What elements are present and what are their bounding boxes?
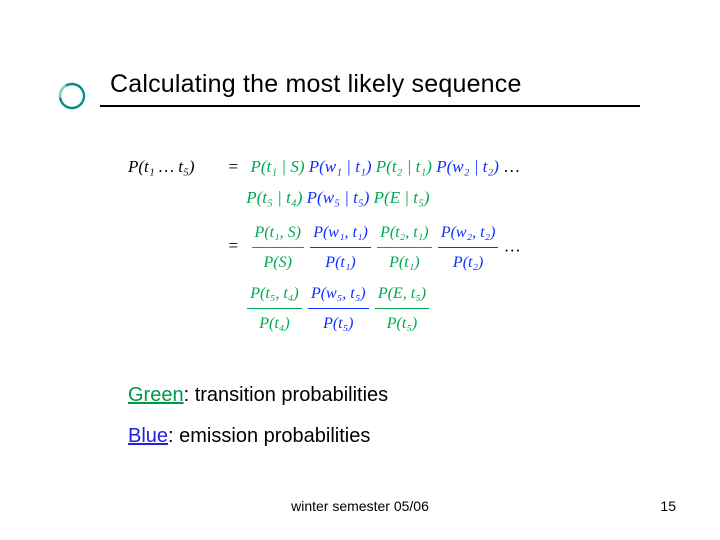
legend-green: Green: transition probabilities — [128, 384, 670, 407]
frac-w1t1: P(w₁, t₁) P(t₁) — [310, 219, 371, 276]
legend-green-label: Green — [128, 384, 184, 406]
eq3-trail: … — [504, 236, 522, 255]
equation-lhs: P(t₁ … t₅) — [128, 157, 195, 176]
eq1-term-c: P(t₂ | t₁) — [376, 157, 432, 176]
frac-t2t1: P(t₂, t₁) P(t₁) — [377, 219, 431, 276]
eq1-term-d: P(w₂ | t₂) — [436, 157, 499, 176]
eq2-term-c: P(E | t₅) — [374, 188, 430, 207]
eq1-trail: … — [503, 157, 521, 176]
equation-row-4: P(t₅, t₄) P(t₄) P(w₅, t₅) P(t₅) P(E, t₅)… — [128, 280, 670, 337]
slide-title: Calculating the most likely sequence — [110, 70, 670, 99]
frac-Et5: P(E, t₅) P(t₅) — [375, 280, 429, 337]
legend-blue-label: Blue — [128, 425, 168, 447]
title-block: Calculating the most likely sequence — [110, 70, 670, 107]
legend-green-text: : transition probabilities — [184, 384, 389, 406]
equation-block: P(t₁ … t₅) = P(t₁ | S) P(w₁ | t₁) P(t₂ |… — [128, 153, 670, 338]
eq1-term-b: P(w₁ | t₁) — [309, 157, 372, 176]
title-underline — [100, 105, 640, 107]
frac-w5t5: P(w₅, t₅) P(t₅) — [308, 280, 369, 337]
page-number: 15 — [660, 498, 676, 514]
footer-text: winter semester 05/06 — [0, 498, 720, 514]
equation-row-3: = P(t₁, S) P(S) P(w₁, t₁) P(t₁) P(t₂, t₁… — [128, 219, 670, 276]
legend-block: Green: transition probabilities Blue: em… — [128, 384, 670, 448]
legend-blue: Blue: emission probabilities — [128, 425, 670, 448]
eq2-term-a: P(t₅ | t₄) — [246, 188, 302, 207]
equation-row-2: P(t₅ | t₄) P(w₅ | t₅) P(E | t₅) — [128, 184, 670, 213]
frac-w2t2: P(w₂, t₂) P(t₂) — [438, 219, 499, 276]
eq1-term-a: P(t₁ | S) — [251, 157, 305, 176]
frac-t1S: P(t₁, S) P(S) — [252, 219, 304, 276]
eq2-term-b: P(w₅ | t₅) — [307, 188, 370, 207]
frac-t5t4: P(t₅, t₄) P(t₄) — [247, 280, 301, 337]
title-bullet-icon — [58, 82, 86, 110]
equation-row-1: P(t₁ … t₅) = P(t₁ | S) P(w₁ | t₁) P(t₂ |… — [128, 153, 670, 182]
legend-blue-text: : emission probabilities — [168, 425, 370, 447]
